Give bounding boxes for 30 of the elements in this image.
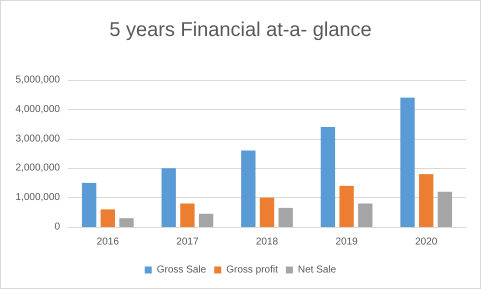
legend-label: Net Sale — [298, 264, 337, 276]
legend-label: Gross profit — [226, 264, 278, 276]
bar — [119, 218, 134, 227]
bar — [358, 203, 372, 227]
bar — [339, 186, 354, 227]
y-tick-label: 5,000,000 — [16, 74, 60, 86]
bar — [241, 150, 256, 227]
y-tick-label: 4,000,000 — [16, 104, 60, 115]
x-tick-label: 2016 — [96, 236, 120, 248]
bar — [419, 174, 434, 227]
bar — [278, 208, 293, 227]
bar — [100, 209, 115, 227]
bar — [162, 168, 176, 227]
chart-title: 5 years Financial at-a- glance — [109, 19, 372, 41]
bar — [438, 192, 452, 227]
bar — [320, 127, 336, 227]
legend-label: Gross Sale — [156, 264, 207, 276]
y-tick-label: 2,000,000 — [16, 162, 60, 174]
x-tick-label: 2018 — [256, 236, 279, 248]
x-tick-label: 2019 — [335, 236, 358, 248]
bar — [400, 98, 415, 227]
x-tick-label: 2017 — [176, 236, 199, 248]
y-tick-label: 0 — [54, 222, 60, 232]
x-tick-label: 2020 — [415, 236, 438, 248]
bar — [82, 182, 96, 227]
y-tick-label: 1,000,000 — [16, 192, 60, 204]
y-tick-label: 3,000,000 — [16, 133, 60, 144]
bar — [260, 198, 274, 227]
bar — [198, 214, 214, 227]
bar — [180, 203, 195, 227]
